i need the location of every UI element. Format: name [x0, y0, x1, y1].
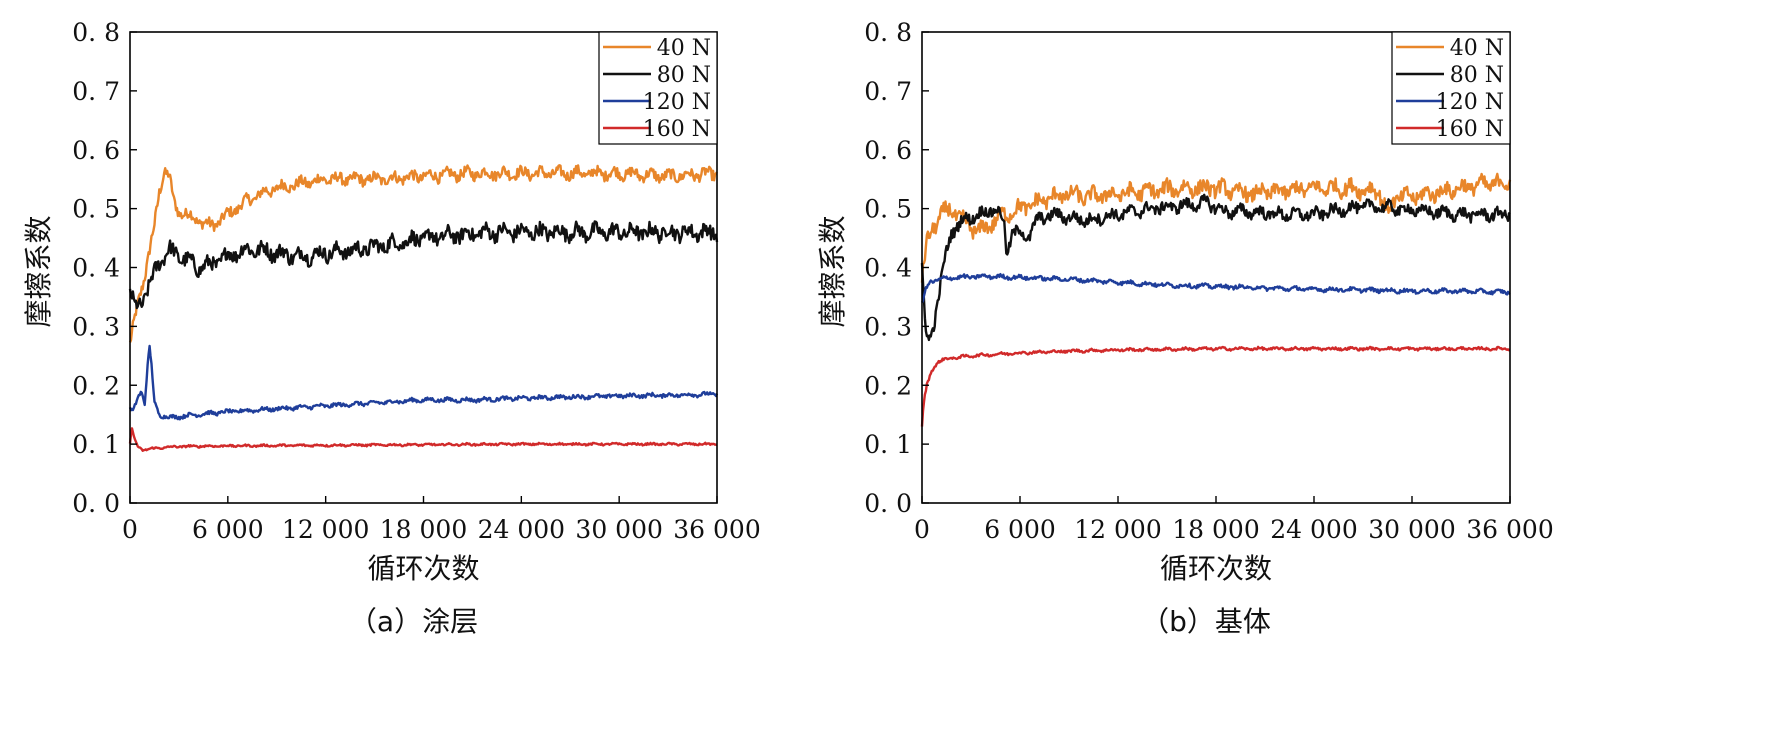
- y-tick-label: 0. 1: [864, 430, 912, 459]
- plot-area: [920, 172, 1512, 427]
- plot-area: [128, 164, 719, 452]
- series-line-40N: [920, 172, 1512, 283]
- series-line-160N: [920, 345, 1511, 427]
- series-line-120N: [128, 344, 719, 421]
- y-tick-label: 0. 8: [864, 18, 912, 47]
- chart-panel-a: 0. 0 0. 1 0. 2 0. 3 0. 4 0. 5 0. 6 0. 7 0. 8 0 6 0…: [22, 18, 761, 638]
- series-line-80N: [128, 220, 719, 310]
- y-tick-label: 0. 6: [72, 136, 120, 165]
- panel-caption: （b）基体: [1141, 605, 1271, 638]
- legend-box: [598, 31, 718, 145]
- legend-label: 40 N: [1450, 36, 1504, 61]
- legend-label: 160 N: [1436, 117, 1504, 142]
- x-tick-label: 18 000: [380, 515, 467, 544]
- y-tick-label: 0. 7: [72, 77, 120, 106]
- y-tick-label: 0. 2: [864, 371, 912, 400]
- y-tick-label: 0. 8: [72, 18, 120, 47]
- x-axis-title: 循环次数: [367, 552, 479, 585]
- legend-label: 80 N: [1450, 63, 1504, 88]
- y-tick-label: 0. 0: [864, 489, 912, 518]
- x-tick-label: 6 000: [192, 515, 264, 544]
- y-tick-label: 0. 1: [72, 430, 120, 459]
- legend-label: 120 N: [643, 90, 711, 115]
- y-axis-title: 摩擦系数: [22, 215, 55, 327]
- y-tick-label: 0. 0: [72, 489, 120, 518]
- x-tick-label: 36 000: [673, 515, 760, 544]
- x-tick-label: 6 000: [984, 515, 1056, 544]
- x-tick-label: 30 000: [575, 515, 662, 544]
- y-tick-label: 0. 3: [72, 312, 120, 341]
- y-tick-label: 0. 5: [864, 195, 912, 224]
- x-tick-label: 0: [122, 515, 138, 544]
- series-line-80N: [920, 193, 1511, 342]
- series-line-40N: [128, 164, 718, 343]
- legend-label: 40 N: [657, 36, 711, 61]
- y-tick-label: 0. 4: [864, 254, 912, 283]
- x-tick-label: 12 000: [1074, 515, 1161, 544]
- x-tick-label: 12 000: [282, 515, 369, 544]
- y-tick-label: 0. 2: [72, 371, 120, 400]
- legend-box: [1391, 31, 1511, 145]
- x-tick-label: 30 000: [1368, 515, 1455, 544]
- x-axis-title: 循环次数: [1160, 552, 1272, 585]
- panel-caption: （a）涂层: [349, 605, 478, 638]
- series-line-160N: [128, 427, 718, 452]
- x-tick-label: 18 000: [1172, 515, 1259, 544]
- y-tick-label: 0. 5: [72, 195, 120, 224]
- y-tick-label: 0. 3: [864, 312, 912, 341]
- legend-label: 120 N: [1436, 90, 1504, 115]
- x-tick-label: 24 000: [478, 515, 565, 544]
- x-tick-label: 36 000: [1466, 515, 1553, 544]
- y-tick-label: 0. 4: [72, 254, 120, 283]
- x-tick-label: 24 000: [1270, 515, 1357, 544]
- legend-label: 80 N: [657, 63, 711, 88]
- series-line-120N: [920, 272, 1511, 304]
- x-tick-label: 0: [914, 515, 930, 544]
- legend-label: 160 N: [643, 117, 711, 142]
- y-tick-label: 0. 7: [864, 77, 912, 106]
- chart-panel-b: 0. 0 0. 1 0. 2 0. 3 0. 4 0. 5 0. 6 0. 7 0. 8 0 6 0…: [816, 18, 1554, 638]
- y-tick-label: 0. 6: [864, 136, 912, 165]
- y-axis-title: 摩擦系数: [816, 215, 849, 327]
